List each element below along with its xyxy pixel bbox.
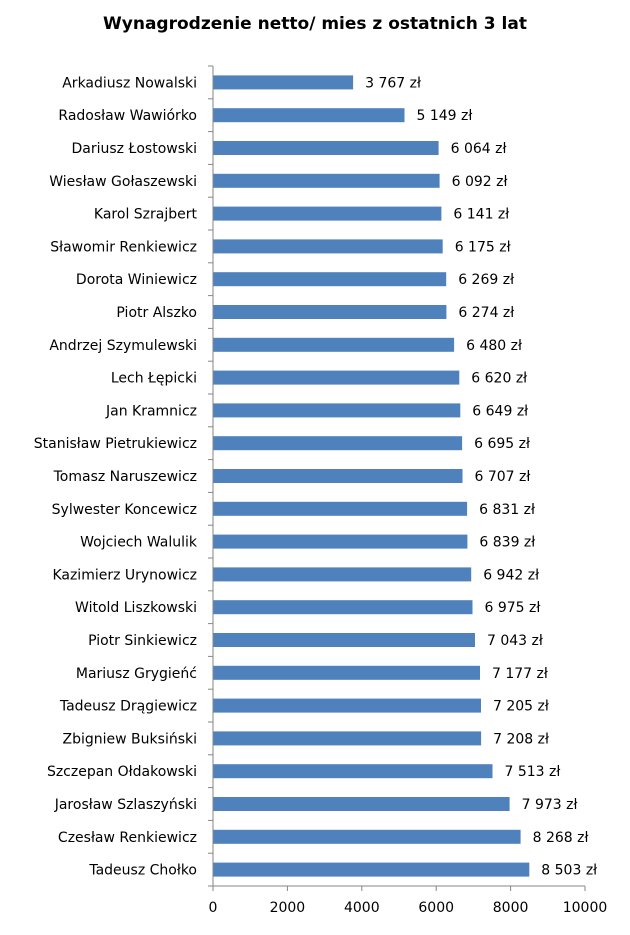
category-label: Andrzej Szymulewski [49,338,197,354]
x-tick-label: 8000 [493,900,529,916]
value-label: 6 695 zł [474,436,530,452]
category-label: Tadeusz Drągiewicz [59,699,197,715]
value-label: 6 141 zł [453,207,509,223]
value-label: 6 274 zł [458,305,514,321]
value-label: 6 480 zł [466,338,522,354]
x-tick-label: 2000 [270,900,306,916]
category-label: Karol Szrajbert [94,207,198,223]
x-tick-label: 6000 [418,900,454,916]
x-tick-label: 4000 [344,900,380,916]
category-label: Tadeusz Chołko [88,863,197,879]
category-label: Sylwester Koncewicz [52,502,197,518]
category-label: Dariusz Łostowski [72,141,198,157]
category-label: Lech Łępicki [111,371,197,387]
bar [213,534,468,549]
category-label: Witold Liszkowski [75,600,197,616]
value-label: 6 649 zł [472,403,528,419]
category-label: Radosław Wawiórko [58,108,197,124]
category-label: Wiesław Gołaszewski [49,174,197,190]
category-label: Tomasz Naruszewicz [53,469,197,485]
bar [213,239,443,254]
value-label: 6 064 zł [451,141,507,157]
bar [213,141,439,155]
bar [213,337,455,352]
bar [213,665,480,680]
bar [213,469,463,483]
category-label: Zbigniew Buksiński [63,731,197,747]
value-label: 7 043 zł [487,633,543,649]
value-label: 3 767 zł [365,75,421,91]
x-tick-label: 0 [209,900,218,916]
category-label: Piotr Alszko [116,305,197,321]
chart-title: Wynagrodzenie netto/ mies z ostatnich 3 … [103,14,527,34]
category-label: Stanisław Pietrukiewicz [34,436,197,452]
value-label: 6 942 zł [483,567,539,583]
category-label: Jarosław Szlaszyński [54,797,197,813]
bar [213,797,510,811]
bar [213,75,354,90]
bar [213,567,472,582]
value-label: 6 092 zł [452,174,508,190]
category-label: Dorota Winiewicz [76,272,197,288]
value-label: 6 707 zł [475,469,531,485]
category-label: Czesław Renkiewicz [58,830,197,846]
value-label: 7 973 zł [522,797,578,813]
bar [213,173,440,188]
value-label: 6 269 zł [458,272,514,288]
bar [213,600,473,615]
category-label: Piotr Sinkiewicz [88,633,197,649]
bar [213,403,461,418]
bar [213,501,468,516]
category-label: Jan Kramnicz [105,403,197,419]
category-label: Arkadiusz Nowalski [62,75,197,91]
value-label: 5 149 zł [417,108,473,124]
category-label: Wojciech Walulik [80,535,198,551]
category-label: Mariusz Grygieńć [76,666,197,682]
bar [213,862,530,877]
bar [213,436,463,451]
value-label: 7 205 zł [493,699,549,715]
value-label: 7 513 zł [505,764,561,780]
value-label: 8 503 zł [541,863,597,879]
x-tick-label: 10000 [563,900,608,916]
value-label: 6 175 zł [455,239,511,255]
value-label: 6 620 zł [471,371,527,387]
value-label: 8 268 zł [533,830,589,846]
bar [213,829,521,844]
bar [213,698,481,713]
value-label: 6 975 zł [485,600,541,616]
bar [213,370,460,385]
value-label: 6 831 zł [479,502,535,518]
bar [213,108,405,123]
category-label: Szczepan Ołdakowski [47,764,197,780]
category-label: Kazimierz Urynowicz [52,567,197,583]
bar [213,305,447,319]
bar [213,272,447,287]
value-label: 7 208 zł [493,731,549,747]
value-label: 7 177 zł [492,666,548,682]
bar [213,633,475,647]
bar [213,764,493,779]
category-label: Sławomir Renkiewicz [50,239,197,255]
bar [213,206,442,221]
bar [213,731,482,746]
value-label: 6 839 zł [479,535,535,551]
